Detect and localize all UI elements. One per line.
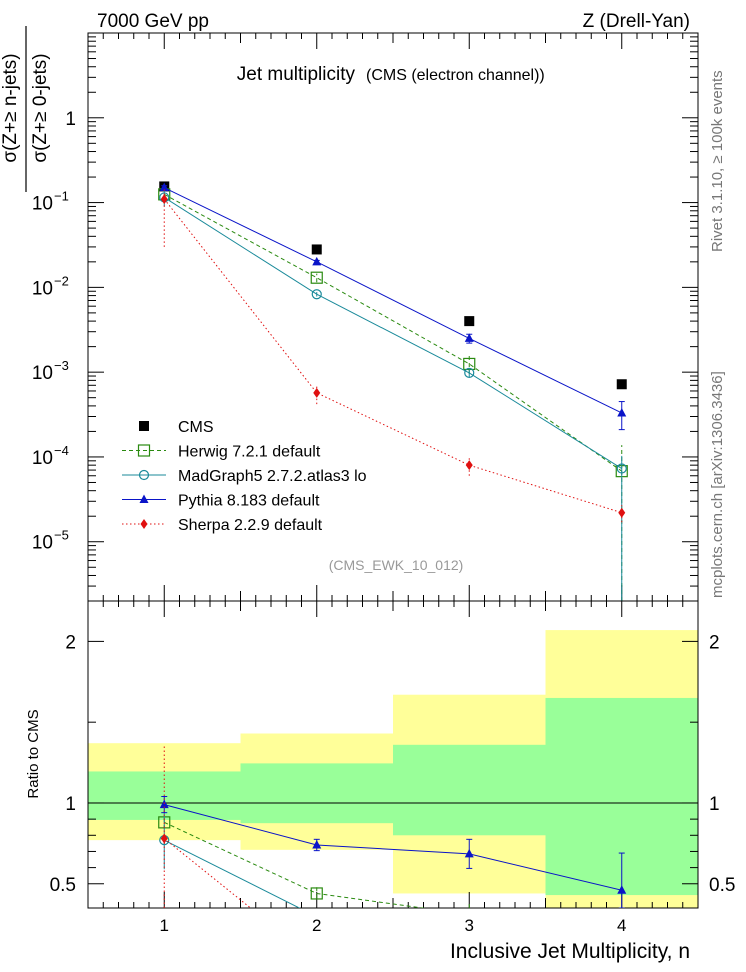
y-tick-label-exponent: −2 xyxy=(54,273,69,288)
legend-label-pythia: Pythia 8.183 default xyxy=(178,493,320,510)
y-tick-label-exponent: −4 xyxy=(54,443,69,458)
uncertainty-band-green xyxy=(393,744,546,836)
main-point-madgraph xyxy=(464,367,475,379)
y-tick-label: 10 xyxy=(32,194,53,215)
main-plot-frame xyxy=(87,32,699,602)
main-point-cms xyxy=(616,379,627,390)
x-tick-label: 2 xyxy=(312,916,321,935)
main-point-madgraph xyxy=(311,289,322,300)
ratio-point-herwig xyxy=(310,887,323,900)
main-point-sherpa xyxy=(313,387,321,398)
main-point-cms xyxy=(311,244,322,255)
main-point-pythia xyxy=(312,256,322,266)
main-y-axis-label: σ(Z+≥ n-jets) σ(Z+≥ 0-jets) xyxy=(0,26,51,192)
ratio-y-tick-label-right: 2 xyxy=(709,632,720,653)
main-point-pythia xyxy=(617,407,627,417)
energy-label: 7000 GeV pp xyxy=(97,11,209,32)
ratio-line-herwig xyxy=(164,821,426,908)
x-tick-label: 4 xyxy=(617,916,626,935)
y-tick-label-exponent: −5 xyxy=(54,528,69,543)
legend: CMS Herwig 7.2.1 default MadGraph5 2.7.2.a… xyxy=(122,419,367,534)
y-label-numerator: σ(Z+≥ n-jets) xyxy=(0,53,21,162)
x-axis-label: Inclusive Jet Multiplicity, n xyxy=(450,940,690,963)
legend-item-madgraph: MadGraph5 2.7.2.atlas3 lo xyxy=(122,468,367,485)
main-series-madgraph xyxy=(159,190,627,601)
legend-marker-madgraph xyxy=(138,469,150,481)
legend-item-pythia: Pythia 8.183 default xyxy=(122,493,320,510)
main-series xyxy=(158,181,628,601)
legend-marker-cms xyxy=(139,421,149,431)
main-plot-panel: Jet multiplicity (CMS (electron channel)… xyxy=(0,26,699,602)
ratio-x-ticks: 1 2 3 4 xyxy=(102,601,684,935)
ratio-line-madgraph xyxy=(164,839,301,908)
ratio-plot-panel: 0.5 0.5 1 1 2 2 1 2 3 4 Ratio to CMS Inclusive J… xyxy=(25,600,736,963)
y-tick-label: 10 xyxy=(32,448,53,469)
main-line-sherpa xyxy=(163,198,622,514)
rivet-version-label: Rivet 3.1.10, ≥ 100k events xyxy=(709,70,726,252)
ratio-y-tick-label-left: 0.5 xyxy=(50,875,76,896)
ratio-line-pythia xyxy=(164,804,622,891)
process-label: Z (Drell-Yan) xyxy=(583,11,690,32)
main-line-pythia xyxy=(164,187,622,414)
legend-marker-herwig xyxy=(137,444,151,457)
ratio-point-pythia xyxy=(617,885,627,894)
y-tick-label: 10 xyxy=(32,533,53,554)
ratio-point-pythia xyxy=(312,839,322,849)
main-y-ticks: 10 −510 −410 −310 −210 −11 xyxy=(32,32,698,602)
legend-item-sherpa: Sherpa 2.2.9 default xyxy=(122,517,323,534)
y-tick-label: 10 xyxy=(32,363,53,384)
legend-label-madgraph: MadGraph5 2.7.2.atlas3 lo xyxy=(178,468,367,485)
main-series-pythia xyxy=(159,182,627,431)
main-point-pythia xyxy=(159,182,169,192)
ratio-y-ticks: 0.5 0.5 1 1 2 2 xyxy=(50,632,736,895)
main-title: Jet multiplicity xyxy=(237,64,356,85)
legend-label-herwig: Herwig 7.2.1 default xyxy=(178,444,321,461)
ratio-y-tick-label-right: 0.5 xyxy=(709,875,735,896)
main-series-sherpa xyxy=(160,187,626,523)
y-tick-label-exponent: −3 xyxy=(54,358,69,373)
ratio-point-pythia xyxy=(464,848,474,858)
legend-item-herwig: Herwig 7.2.1 default xyxy=(122,444,321,461)
legend-marker-sherpa xyxy=(140,519,148,529)
ratio-y-tick-label-left: 2 xyxy=(65,632,76,653)
ratio-series xyxy=(158,746,627,908)
source-label: mcplots.cern.ch [arXiv:1306.3436] xyxy=(709,371,726,598)
ratio-series-sherpa xyxy=(160,746,252,908)
ratio-y-axis-label: Ratio to CMS xyxy=(25,709,42,798)
main-line-herwig xyxy=(164,193,623,472)
x-tick-label: 1 xyxy=(160,916,169,935)
y-tick-label: 10 xyxy=(32,278,53,299)
main-point-herwig xyxy=(310,271,323,284)
main-point-pythia xyxy=(464,333,474,342)
ratio-y-tick-label-right: 1 xyxy=(709,794,720,815)
uncertainty-band-green xyxy=(240,763,393,824)
ratio-point-sherpa xyxy=(160,833,168,844)
y-tick-label-exponent: −1 xyxy=(54,189,69,204)
y-label-denominator: σ(Z+≥ 0-jets) xyxy=(30,53,51,162)
legend-item-cms: CMS xyxy=(139,419,214,436)
main-point-cms xyxy=(464,316,475,327)
ratio-y-tick-label-left: 1 xyxy=(65,794,76,815)
analysis-tag: (CMS_EWK_10_012) xyxy=(329,557,464,573)
legend-label-sherpa: Sherpa 2.2.9 default xyxy=(178,517,323,534)
main-subtitle: (CMS (electron channel)) xyxy=(366,67,545,84)
main-point-sherpa xyxy=(618,507,626,518)
main-series-herwig xyxy=(158,188,628,601)
y-tick-label: 1 xyxy=(65,109,76,130)
legend-label-cms: CMS xyxy=(178,419,214,436)
main-line-madgraph xyxy=(163,197,623,469)
main-x-ticks xyxy=(102,33,684,601)
x-tick-label: 3 xyxy=(465,916,474,935)
main-point-sherpa xyxy=(160,194,168,205)
main-series-cms xyxy=(159,181,627,390)
main-point-madgraph xyxy=(616,463,627,474)
legend-marker-pythia xyxy=(139,494,149,503)
ratio-uncertainty-bands xyxy=(88,630,698,908)
main-point-sherpa xyxy=(465,460,473,471)
